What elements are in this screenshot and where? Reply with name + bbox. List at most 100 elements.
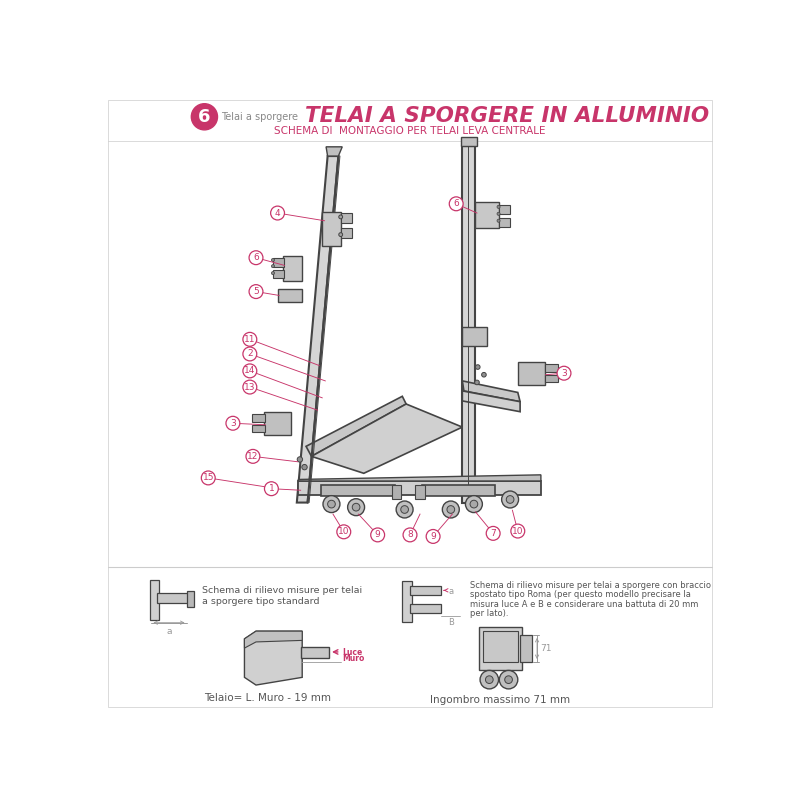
Polygon shape xyxy=(410,604,441,613)
Polygon shape xyxy=(322,485,394,496)
Circle shape xyxy=(474,380,479,385)
Polygon shape xyxy=(273,270,285,278)
Text: 71: 71 xyxy=(540,643,552,653)
Polygon shape xyxy=(326,147,342,156)
Text: 13: 13 xyxy=(244,382,255,391)
Circle shape xyxy=(271,265,274,268)
Circle shape xyxy=(475,365,480,370)
Circle shape xyxy=(497,206,500,209)
Polygon shape xyxy=(298,481,541,495)
Text: 1: 1 xyxy=(269,484,274,493)
Text: 12: 12 xyxy=(247,452,258,461)
Text: 5: 5 xyxy=(253,287,259,296)
Polygon shape xyxy=(252,425,266,433)
Circle shape xyxy=(191,104,218,130)
Circle shape xyxy=(447,506,454,514)
Text: 6: 6 xyxy=(253,253,259,262)
Text: 3: 3 xyxy=(230,418,236,428)
Circle shape xyxy=(482,373,486,377)
Text: per lato).: per lato). xyxy=(470,609,509,618)
Circle shape xyxy=(243,332,257,346)
Polygon shape xyxy=(402,581,411,622)
Circle shape xyxy=(497,219,500,222)
Circle shape xyxy=(271,258,274,262)
Polygon shape xyxy=(297,156,338,502)
Polygon shape xyxy=(462,146,475,502)
Text: 9: 9 xyxy=(374,530,381,539)
Circle shape xyxy=(338,215,342,219)
Polygon shape xyxy=(518,362,545,385)
Text: a sporgere tipo standard: a sporgere tipo standard xyxy=(202,597,320,606)
Circle shape xyxy=(249,250,263,265)
Text: 10: 10 xyxy=(338,527,350,536)
Polygon shape xyxy=(273,258,285,267)
Circle shape xyxy=(226,416,240,430)
Polygon shape xyxy=(322,211,341,246)
Circle shape xyxy=(302,465,307,470)
Circle shape xyxy=(442,501,459,518)
Polygon shape xyxy=(341,229,352,238)
Text: Telaio= L. Muro - 19 mm: Telaio= L. Muro - 19 mm xyxy=(204,693,331,702)
Text: 9: 9 xyxy=(430,532,436,541)
Circle shape xyxy=(265,482,278,496)
Circle shape xyxy=(337,525,350,538)
Circle shape xyxy=(557,366,571,380)
Text: TELAI A SPORGERE IN ALLUMINIO: TELAI A SPORGERE IN ALLUMINIO xyxy=(305,106,709,126)
Circle shape xyxy=(352,503,360,511)
Text: misura luce A e B e considerare una battuta di 20 mm: misura luce A e B e considerare una batt… xyxy=(470,599,698,609)
Polygon shape xyxy=(245,631,302,648)
Circle shape xyxy=(249,285,263,298)
Polygon shape xyxy=(306,396,406,456)
Text: 15: 15 xyxy=(202,474,214,482)
Circle shape xyxy=(243,380,257,394)
Text: SCHEMA DI  MONTAGGIO PER TELAI LEVA CENTRALE: SCHEMA DI MONTAGGIO PER TELAI LEVA CENTR… xyxy=(274,126,546,136)
Polygon shape xyxy=(498,218,510,227)
Circle shape xyxy=(502,491,518,508)
Polygon shape xyxy=(298,475,541,481)
Text: Telai a sporgere: Telai a sporgere xyxy=(221,112,298,122)
Polygon shape xyxy=(264,412,290,435)
Circle shape xyxy=(466,496,482,513)
Text: spostato tipo Roma (per questo modello precisare la: spostato tipo Roma (per questo modello p… xyxy=(470,590,691,599)
Text: B: B xyxy=(449,618,454,627)
Text: 14: 14 xyxy=(244,366,255,375)
Circle shape xyxy=(506,496,514,503)
Polygon shape xyxy=(483,631,518,662)
Text: 6: 6 xyxy=(198,108,210,126)
Polygon shape xyxy=(498,205,510,214)
Circle shape xyxy=(202,471,215,485)
Circle shape xyxy=(370,528,385,542)
Polygon shape xyxy=(150,579,159,619)
Polygon shape xyxy=(545,364,558,372)
Polygon shape xyxy=(461,137,477,146)
Circle shape xyxy=(270,206,285,220)
Bar xyxy=(415,485,425,498)
Circle shape xyxy=(450,197,463,210)
Polygon shape xyxy=(186,591,194,606)
Text: 11: 11 xyxy=(244,335,255,344)
Circle shape xyxy=(497,212,500,215)
Text: 7: 7 xyxy=(490,529,496,538)
Polygon shape xyxy=(520,635,532,662)
Text: 2: 2 xyxy=(247,350,253,358)
Polygon shape xyxy=(545,374,558,382)
Circle shape xyxy=(480,670,498,689)
Circle shape xyxy=(486,676,493,683)
Circle shape xyxy=(511,524,525,538)
Text: a: a xyxy=(449,587,454,596)
Circle shape xyxy=(505,676,513,683)
Polygon shape xyxy=(252,414,266,422)
Text: 4: 4 xyxy=(274,209,280,218)
Polygon shape xyxy=(410,586,441,595)
Polygon shape xyxy=(462,381,520,402)
Circle shape xyxy=(470,500,478,508)
Polygon shape xyxy=(422,485,494,496)
Polygon shape xyxy=(462,391,520,412)
Circle shape xyxy=(271,271,274,274)
Bar xyxy=(391,485,401,498)
Text: 3: 3 xyxy=(561,369,567,378)
Circle shape xyxy=(403,528,417,542)
Polygon shape xyxy=(479,627,522,670)
Circle shape xyxy=(499,670,518,689)
Polygon shape xyxy=(278,289,302,302)
